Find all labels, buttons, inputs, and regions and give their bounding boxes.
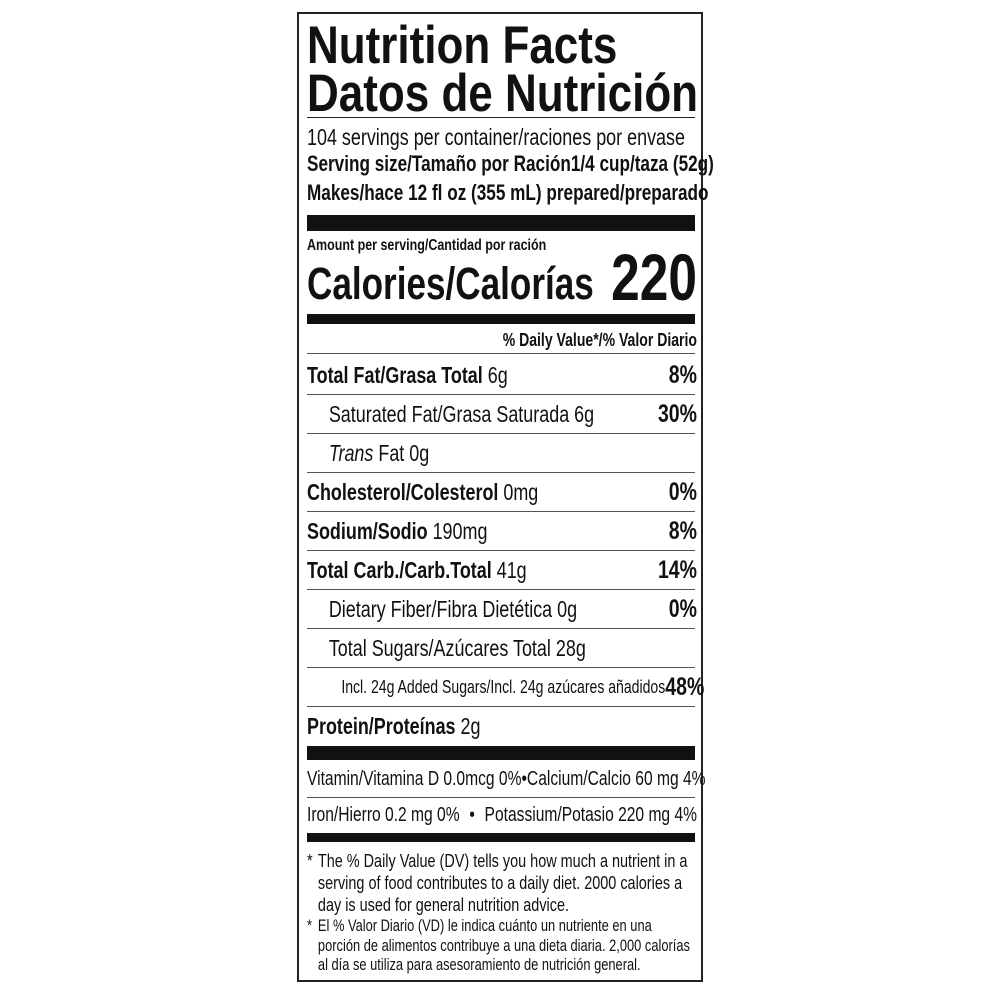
divider <box>307 706 695 707</box>
divider <box>307 667 695 668</box>
nutrient-name: Trans <box>328 440 374 466</box>
footnote-spanish: * El % Valor Diario (VD) le indica cuánt… <box>307 917 697 976</box>
nutrient-daily-value: 8% <box>668 361 697 389</box>
nutrient-row-dietary-fiber: Dietary Fiber/Fibra Dietética 0g 0% <box>307 590 697 628</box>
iron: Iron/Hierro 0.2 mg 0% <box>307 804 460 826</box>
nutrient-label: Sodium/Sodio 190mg <box>307 512 487 550</box>
footnote-english: * The % Daily Value (DV) tells you how m… <box>307 850 697 916</box>
divider <box>307 117 695 118</box>
vitamin-row: Vitamin/Vitamina D 0.0mcg 0% • Calcium/C… <box>307 764 706 794</box>
nutrient-row-trans-fat: Trans Fat 0g <box>307 434 697 472</box>
footnote-es-text: El % Valor Diario (VD) le indica cuánto … <box>317 917 690 974</box>
serving-size: Serving size/Tamaño por Ración 1/4 cup/t… <box>307 151 714 177</box>
nutrient-daily-value: 0% <box>668 595 697 623</box>
nutrient-name: Saturated Fat/Grasa Saturada <box>328 401 570 427</box>
footnote-star: * <box>307 917 313 935</box>
nutrient-row-sodium: Sodium/Sodio 190mg 8% <box>307 512 697 550</box>
nutrient-amount: 0mg <box>503 479 539 505</box>
nutrient-row-total-sugars: Total Sugars/Azúcares Total 28g <box>307 629 697 667</box>
nutrient-label: Protein/Proteínas 2g <box>307 707 480 745</box>
nutrient-row-total-carb: Total Carb./Carb.Total 41g 14% <box>307 551 697 589</box>
calcium: Calcium/Calcio 60 mg 4% <box>526 768 706 790</box>
nutrient-label: Saturated Fat/Grasa Saturada 6g <box>307 395 594 433</box>
bullet: • <box>469 804 475 826</box>
dv-header-text: % Daily Value*/% Valor Diario <box>502 330 697 350</box>
divider <box>307 511 695 512</box>
title-spanish: Datos de Nutrición <box>307 64 699 123</box>
title-en-text: Nutrition Facts <box>307 16 618 75</box>
nutrient-label: Cholesterol/Colesterol 0mg <box>307 473 538 511</box>
nutrient-name: Total Carb./Carb.Total <box>307 557 492 583</box>
nutrient-row-saturated-fat: Saturated Fat/Grasa Saturada 6g 30% <box>307 395 697 433</box>
nutrient-name: Protein/Proteínas <box>307 713 456 739</box>
nutrient-row-total-fat: Total Fat/Grasa Total 6g 8% <box>307 356 697 394</box>
vitamin-d: Vitamin/Vitamina D 0.0mcg 0% <box>307 768 522 790</box>
makes-prepared: Makes/hace 12 fl oz (355 mL) prepared/pr… <box>307 180 709 206</box>
amount-per-serving-text: Amount per serving/Cantidad por ración <box>307 237 547 254</box>
nutrient-daily-value: 8% <box>668 517 697 545</box>
divider <box>307 589 695 590</box>
serving-size-value: 1/4 cup/taza (52g) <box>570 151 714 176</box>
divider <box>307 472 695 473</box>
nutrient-name-suffix: Fat <box>378 440 405 466</box>
divider <box>307 433 695 434</box>
nutrient-amount: 0g <box>409 440 430 466</box>
nutrient-amount: 41g <box>496 557 527 583</box>
nutrient-name: Total Fat/Grasa Total <box>307 362 483 388</box>
thick-divider <box>307 215 695 231</box>
mineral-row: Iron/Hierro 0.2 mg 0% • Potassium/Potasi… <box>307 800 697 830</box>
nutrient-name: Dietary Fiber/Fibra Dietética <box>328 596 553 622</box>
nutrient-label: Incl. 24g Added Sugars/Incl. 24g azúcare… <box>307 668 665 706</box>
nutrient-name: Total Sugars/Azúcares Total <box>328 635 551 661</box>
divider <box>307 797 695 798</box>
nutrient-daily-value: 30% <box>657 400 697 428</box>
nutrient-row-protein: Protein/Proteínas 2g <box>307 707 697 745</box>
divider <box>307 550 695 551</box>
makes-text: Makes/hace 12 fl oz (355 mL) prepared/pr… <box>307 180 709 205</box>
nutrient-name: Cholesterol/Colesterol <box>307 479 499 505</box>
nutrient-label: Total Sugars/Azúcares Total 28g <box>307 629 586 667</box>
bullet: • <box>521 768 527 790</box>
calories-label: Calories/Calorías <box>307 258 594 309</box>
nutrient-label: Total Fat/Grasa Total 6g <box>307 356 508 394</box>
nutrient-label: Trans Fat 0g <box>307 434 429 472</box>
nutrition-facts-label: Nutrition Facts Datos de Nutrición 104 s… <box>297 12 714 982</box>
nutrient-amount: 2g <box>460 713 481 739</box>
title-es-text: Datos de Nutrición <box>307 64 699 123</box>
nutrient-daily-value: 0% <box>668 478 697 506</box>
nutrient-row-added-sugars: Incl. 24g Added Sugars/Incl. 24g azúcare… <box>307 668 704 706</box>
nutrient-amount: 190mg <box>432 518 488 544</box>
divider <box>307 628 695 629</box>
nutrient-amount: 28g <box>555 635 586 661</box>
servings-text: 104 servings per container/raciones por … <box>307 124 685 150</box>
nutrient-row-cholesterol: Cholesterol/Colesterol 0mg 0% <box>307 473 697 511</box>
nutrient-amount: 6g <box>487 362 508 388</box>
footnote-en-text: The % Daily Value (DV) tells you how muc… <box>317 850 688 915</box>
nutrient-daily-value: 48% <box>665 673 705 701</box>
divider <box>307 394 695 395</box>
nutrient-daily-value: 14% <box>657 556 697 584</box>
nutrient-amount: 0g <box>557 596 578 622</box>
medium-divider <box>307 314 695 324</box>
calories-value: 220 <box>611 240 697 314</box>
nutrient-name: Sodium/Sodio <box>307 518 428 544</box>
title-english: Nutrition Facts <box>307 16 697 75</box>
medium-divider <box>307 833 695 842</box>
nutrient-name: Incl. 24g Added Sugars/Incl. 24g azúcare… <box>341 677 666 697</box>
daily-value-header: % Daily Value*/% Valor Diario <box>307 328 697 352</box>
footnote-star: * <box>307 850 313 871</box>
serving-size-label: Serving size/Tamaño por Ración <box>307 151 571 176</box>
potassium: Potassium/Potasio 220 mg 4% <box>484 804 697 826</box>
thick-divider <box>307 746 695 760</box>
divider <box>307 353 695 354</box>
servings-per-container: 104 servings per container/raciones por … <box>307 124 697 150</box>
nutrient-amount: 6g <box>574 401 595 427</box>
amount-per-serving: Amount per serving/Cantidad por ración <box>307 236 697 256</box>
calories-row: Calories/Calorías 220 <box>307 240 697 310</box>
nutrient-label: Total Carb./Carb.Total 41g <box>307 551 527 589</box>
nutrient-label: Dietary Fiber/Fibra Dietética 0g <box>307 590 577 628</box>
